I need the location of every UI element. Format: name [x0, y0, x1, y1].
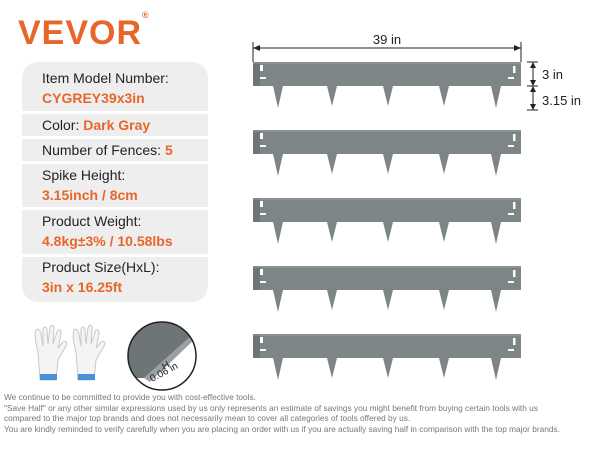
size-label: Product Size(HxL):	[42, 259, 160, 275]
fence-strip	[252, 333, 522, 381]
color-label: Color:	[42, 117, 80, 133]
size-value: 3in x 16.25ft	[42, 279, 123, 295]
disclaimer-line: You are kindly reminded to verify carefu…	[4, 423, 560, 434]
fences-spec: Number of Fences: 5	[42, 142, 173, 158]
spec-divider	[22, 136, 208, 139]
weight-label: Product Weight:	[42, 213, 142, 229]
fence-strip	[252, 265, 522, 313]
disclaimer-line: compared to the major top brands and doe…	[4, 413, 411, 424]
brand-logo: VEVOR®	[18, 10, 150, 53]
thickness-h: H	[160, 360, 172, 373]
fence-diagram: 39 in 3 in 3.15 in	[252, 32, 581, 381]
spike-value: 3.15inch / 8cm	[42, 187, 138, 203]
length-label: 39 in	[373, 32, 401, 47]
spike-label: Spike Height:	[42, 167, 126, 183]
thickness-detail: H 0.06 in	[127, 321, 197, 391]
disclaimer-line: "Save Half" or any other similar express…	[4, 402, 538, 413]
spec-divider	[22, 254, 208, 257]
disclaimer: We continue to be committed to provide y…	[4, 392, 598, 434]
spike-label: 3.15 in	[542, 93, 581, 108]
height-label: 3 in	[542, 67, 563, 82]
registered-mark: ®	[142, 9, 150, 20]
brand-name: VEVOR	[18, 14, 143, 52]
spec-divider	[22, 111, 208, 114]
gloves-icon	[34, 325, 106, 381]
spec-divider	[22, 161, 208, 164]
height-dimension: 3 in 3.15 in	[527, 61, 581, 111]
fence-strip	[252, 129, 522, 177]
color-spec: Color: Dark Gray	[42, 117, 150, 133]
spec-divider	[22, 207, 208, 210]
color-value: Dark Gray	[83, 117, 151, 133]
weight-value: 4.8kg±3% / 10.58lbs	[42, 233, 173, 249]
disclaimer-line: We continue to be committed to provide y…	[4, 392, 256, 402]
spec-panel	[22, 62, 208, 302]
fences-value: 5	[164, 142, 173, 158]
length-dimension: 39 in	[252, 32, 522, 62]
fences-label: Number of Fences:	[42, 142, 162, 158]
model-label: Item Model Number:	[42, 70, 169, 86]
fence-strip	[252, 197, 522, 245]
model-value: CYGREY39x3in	[42, 90, 145, 106]
fence-strip	[252, 61, 522, 109]
